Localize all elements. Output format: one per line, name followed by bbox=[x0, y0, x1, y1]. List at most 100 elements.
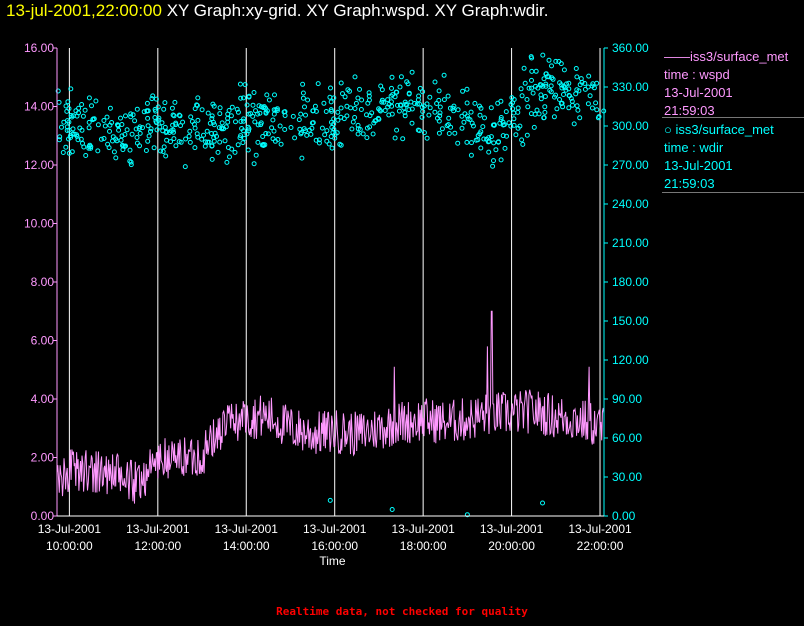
wdir-point bbox=[120, 143, 126, 149]
wdir-point bbox=[168, 139, 173, 145]
wdir-point bbox=[128, 111, 134, 117]
wdir-point bbox=[594, 80, 600, 86]
wdir-point bbox=[328, 85, 333, 91]
wdir-point bbox=[446, 115, 452, 121]
wdir-point bbox=[338, 80, 344, 86]
wdir-point bbox=[394, 89, 400, 95]
wdir-point bbox=[128, 162, 134, 168]
wdir-point bbox=[313, 137, 319, 143]
wdir-point bbox=[266, 97, 272, 103]
wdir-point bbox=[352, 74, 358, 80]
x-tick-label-date: 13-Jul-2001 bbox=[126, 522, 190, 536]
wdir-point bbox=[529, 77, 534, 83]
wdir-point bbox=[216, 125, 222, 131]
wdir-point bbox=[82, 107, 88, 113]
wdir-point bbox=[215, 149, 221, 155]
wdir-point bbox=[421, 130, 427, 136]
wdir-point bbox=[470, 123, 476, 129]
wdir-point bbox=[334, 130, 340, 136]
wdir-point bbox=[245, 124, 251, 130]
wdir-point bbox=[229, 104, 235, 110]
wdir-point bbox=[261, 104, 267, 110]
wdir-point bbox=[379, 99, 385, 105]
wdir-point bbox=[195, 95, 201, 101]
wdir-point bbox=[574, 103, 580, 109]
wdir-point bbox=[205, 139, 211, 145]
wdir-point bbox=[503, 109, 509, 115]
wdir-point bbox=[508, 102, 514, 107]
wdir-point bbox=[192, 125, 198, 131]
wdir-point bbox=[412, 101, 418, 106]
wdir-point bbox=[170, 127, 176, 133]
legend-wdir-time: 21:59:03 bbox=[664, 176, 715, 191]
wdir-point bbox=[491, 140, 497, 146]
wdir-point bbox=[233, 119, 238, 125]
wdir-point bbox=[322, 132, 328, 138]
wdir-point bbox=[392, 135, 398, 141]
wdir-point bbox=[124, 127, 130, 133]
wdir-point bbox=[301, 126, 307, 132]
wdir-point bbox=[389, 103, 395, 109]
wdir-point bbox=[355, 131, 361, 137]
wdir-point bbox=[500, 133, 506, 139]
wdir-point bbox=[521, 65, 527, 71]
wdir-point bbox=[150, 93, 156, 99]
wdir-point bbox=[234, 106, 240, 112]
wdir-point bbox=[382, 108, 388, 113]
wdir-point bbox=[86, 119, 92, 125]
legend-wdir-date: 13-Jul-2001 bbox=[664, 158, 733, 173]
wdir-point bbox=[427, 105, 433, 111]
wdir-point bbox=[136, 126, 142, 131]
x-tick-label-date: 13-Jul-2001 bbox=[38, 522, 102, 536]
wdir-point bbox=[546, 74, 552, 80]
wdir-point bbox=[593, 100, 599, 106]
wdir-point bbox=[558, 61, 564, 67]
wdir-point bbox=[129, 131, 135, 137]
wdir-point bbox=[113, 155, 119, 161]
wdir-point bbox=[66, 106, 72, 112]
left-tick-label: 0.00 bbox=[31, 509, 55, 523]
wdir-point bbox=[110, 134, 116, 140]
wdir-point bbox=[551, 114, 557, 120]
wdir-point bbox=[282, 127, 288, 132]
right-tick-label: 270.00 bbox=[612, 158, 649, 172]
wdir-point bbox=[468, 109, 474, 115]
left-tick-label: 16.00 bbox=[24, 41, 54, 55]
wdir-point bbox=[225, 111, 231, 117]
wdir-point bbox=[95, 148, 101, 154]
wdir-point bbox=[420, 109, 426, 114]
wdir-point bbox=[542, 109, 548, 115]
wdir-point bbox=[157, 124, 163, 130]
wdir-point bbox=[461, 119, 467, 125]
wdir-point bbox=[590, 81, 596, 87]
wdir-point bbox=[511, 116, 517, 122]
wdir-point bbox=[469, 140, 474, 146]
wdir-point bbox=[305, 97, 311, 103]
wdir-point bbox=[340, 91, 345, 97]
wdir-point bbox=[455, 107, 461, 113]
wdir-point bbox=[578, 76, 584, 82]
wdir-point bbox=[158, 148, 164, 154]
wdir-point bbox=[585, 101, 591, 107]
wdir-point bbox=[83, 153, 89, 158]
right-tick-label: 150.00 bbox=[612, 314, 649, 328]
wdir-point bbox=[217, 111, 223, 117]
wdir-point bbox=[148, 128, 153, 134]
wdir-point bbox=[64, 118, 70, 124]
wdir-point bbox=[559, 85, 565, 91]
wdir-point bbox=[207, 120, 213, 126]
wdir-point bbox=[186, 133, 192, 139]
left-tick-label: 6.00 bbox=[31, 334, 55, 348]
wdir-point bbox=[517, 123, 523, 129]
wdir-point bbox=[342, 94, 348, 100]
wdir-point bbox=[331, 126, 337, 132]
wdir-point bbox=[554, 106, 560, 112]
wdir-point bbox=[472, 100, 478, 106]
wdir-point bbox=[574, 74, 580, 80]
wdir-point bbox=[530, 90, 536, 96]
wdir-point bbox=[74, 132, 80, 138]
wdir-point bbox=[504, 133, 509, 139]
wdir-point bbox=[498, 115, 504, 120]
wdir-point bbox=[537, 82, 543, 88]
wdir-point bbox=[534, 107, 540, 113]
